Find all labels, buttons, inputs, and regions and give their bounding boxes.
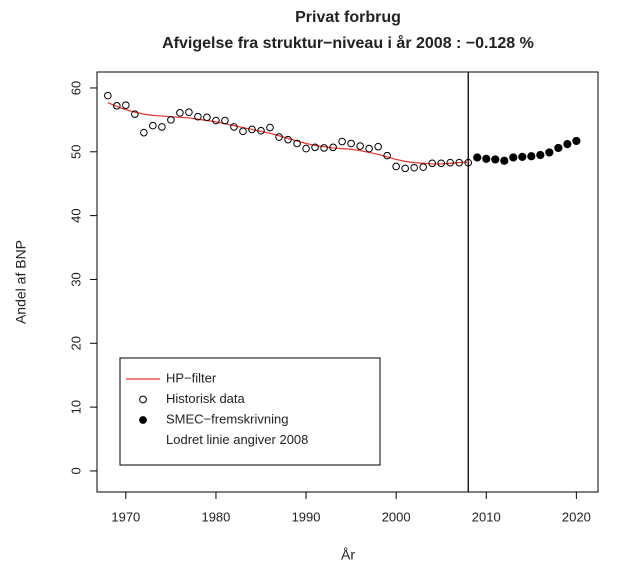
open-point (239, 127, 247, 136)
open-point (257, 126, 265, 135)
open-point (203, 113, 211, 122)
open-point (293, 139, 301, 148)
open-point (329, 143, 337, 152)
open-point (302, 144, 310, 153)
open-point (338, 137, 346, 146)
open-point (284, 135, 292, 144)
open-point (149, 121, 157, 130)
open-point (347, 139, 355, 148)
open-point (275, 133, 283, 141)
filled-point (554, 143, 563, 153)
open-point (266, 123, 274, 132)
y-tick-label: 20 (68, 336, 83, 350)
filled-point (482, 154, 491, 163)
open-point (131, 110, 139, 118)
filled-point (545, 148, 554, 157)
legend-label: HP−filter (166, 370, 217, 385)
open-point (212, 116, 220, 125)
filled-point (473, 153, 482, 162)
open-point (437, 159, 446, 168)
open-point (311, 143, 319, 152)
open-point (230, 123, 238, 131)
y-tick-label: 30 (68, 272, 83, 286)
open-point (365, 144, 373, 153)
open-point (392, 162, 400, 171)
open-point (356, 142, 364, 150)
legend-point (139, 395, 147, 404)
open-point (320, 144, 328, 152)
filled-point (491, 155, 500, 164)
x-axis-label: År (341, 547, 355, 563)
legend-label: Historisk data (166, 391, 246, 406)
x-tick-label: 1970 (111, 509, 140, 524)
plot-frame (96, 71, 599, 493)
y-tick-label: 60 (68, 81, 83, 95)
filled-point (527, 152, 536, 161)
filled-point (572, 136, 581, 146)
y-tick-label: 50 (68, 145, 83, 159)
open-point (410, 163, 418, 172)
hp-line (107, 102, 469, 165)
open-point (428, 159, 437, 168)
legend-box (119, 357, 381, 466)
open-point (194, 112, 202, 121)
x-tick-label: 1980 (201, 509, 230, 524)
open-point (122, 101, 130, 109)
open-point (455, 158, 464, 167)
open-point (140, 128, 148, 137)
y-tick-label: 10 (68, 400, 83, 414)
open-point (446, 158, 455, 167)
open-point (464, 158, 473, 167)
y-tick-label: 0 (68, 467, 83, 474)
open-point (248, 125, 256, 134)
legend-note: Lodret linie angiver 2008 (166, 432, 308, 447)
filled-point (518, 152, 527, 161)
x-tick-label: 1990 (292, 509, 321, 524)
x-tick-label: 2010 (472, 509, 501, 524)
open-point (113, 102, 121, 110)
y-tick-label: 40 (68, 208, 83, 222)
open-point (176, 109, 184, 117)
chart-subtitle: Afvigelse fra struktur−niveau i år 2008 … (162, 34, 534, 52)
x-tick-label: 2000 (382, 509, 411, 524)
filled-point (536, 150, 545, 160)
open-point (419, 163, 427, 171)
y-axis-label: Andel af BNP (13, 240, 29, 324)
open-point (374, 142, 382, 151)
filled-point (563, 140, 572, 149)
open-point (104, 91, 112, 100)
filled-point (500, 156, 509, 165)
chart-title: Privat forbrug (295, 9, 401, 26)
legend-point (139, 416, 147, 424)
open-point (158, 123, 166, 131)
open-point (167, 116, 175, 124)
x-tick-label: 2020 (562, 509, 591, 524)
open-point (221, 116, 229, 125)
legend-label: SMEC−fremskrivning (166, 411, 288, 426)
filled-point (509, 153, 518, 162)
open-point (383, 151, 391, 160)
open-point (401, 164, 409, 173)
open-point (185, 108, 193, 117)
